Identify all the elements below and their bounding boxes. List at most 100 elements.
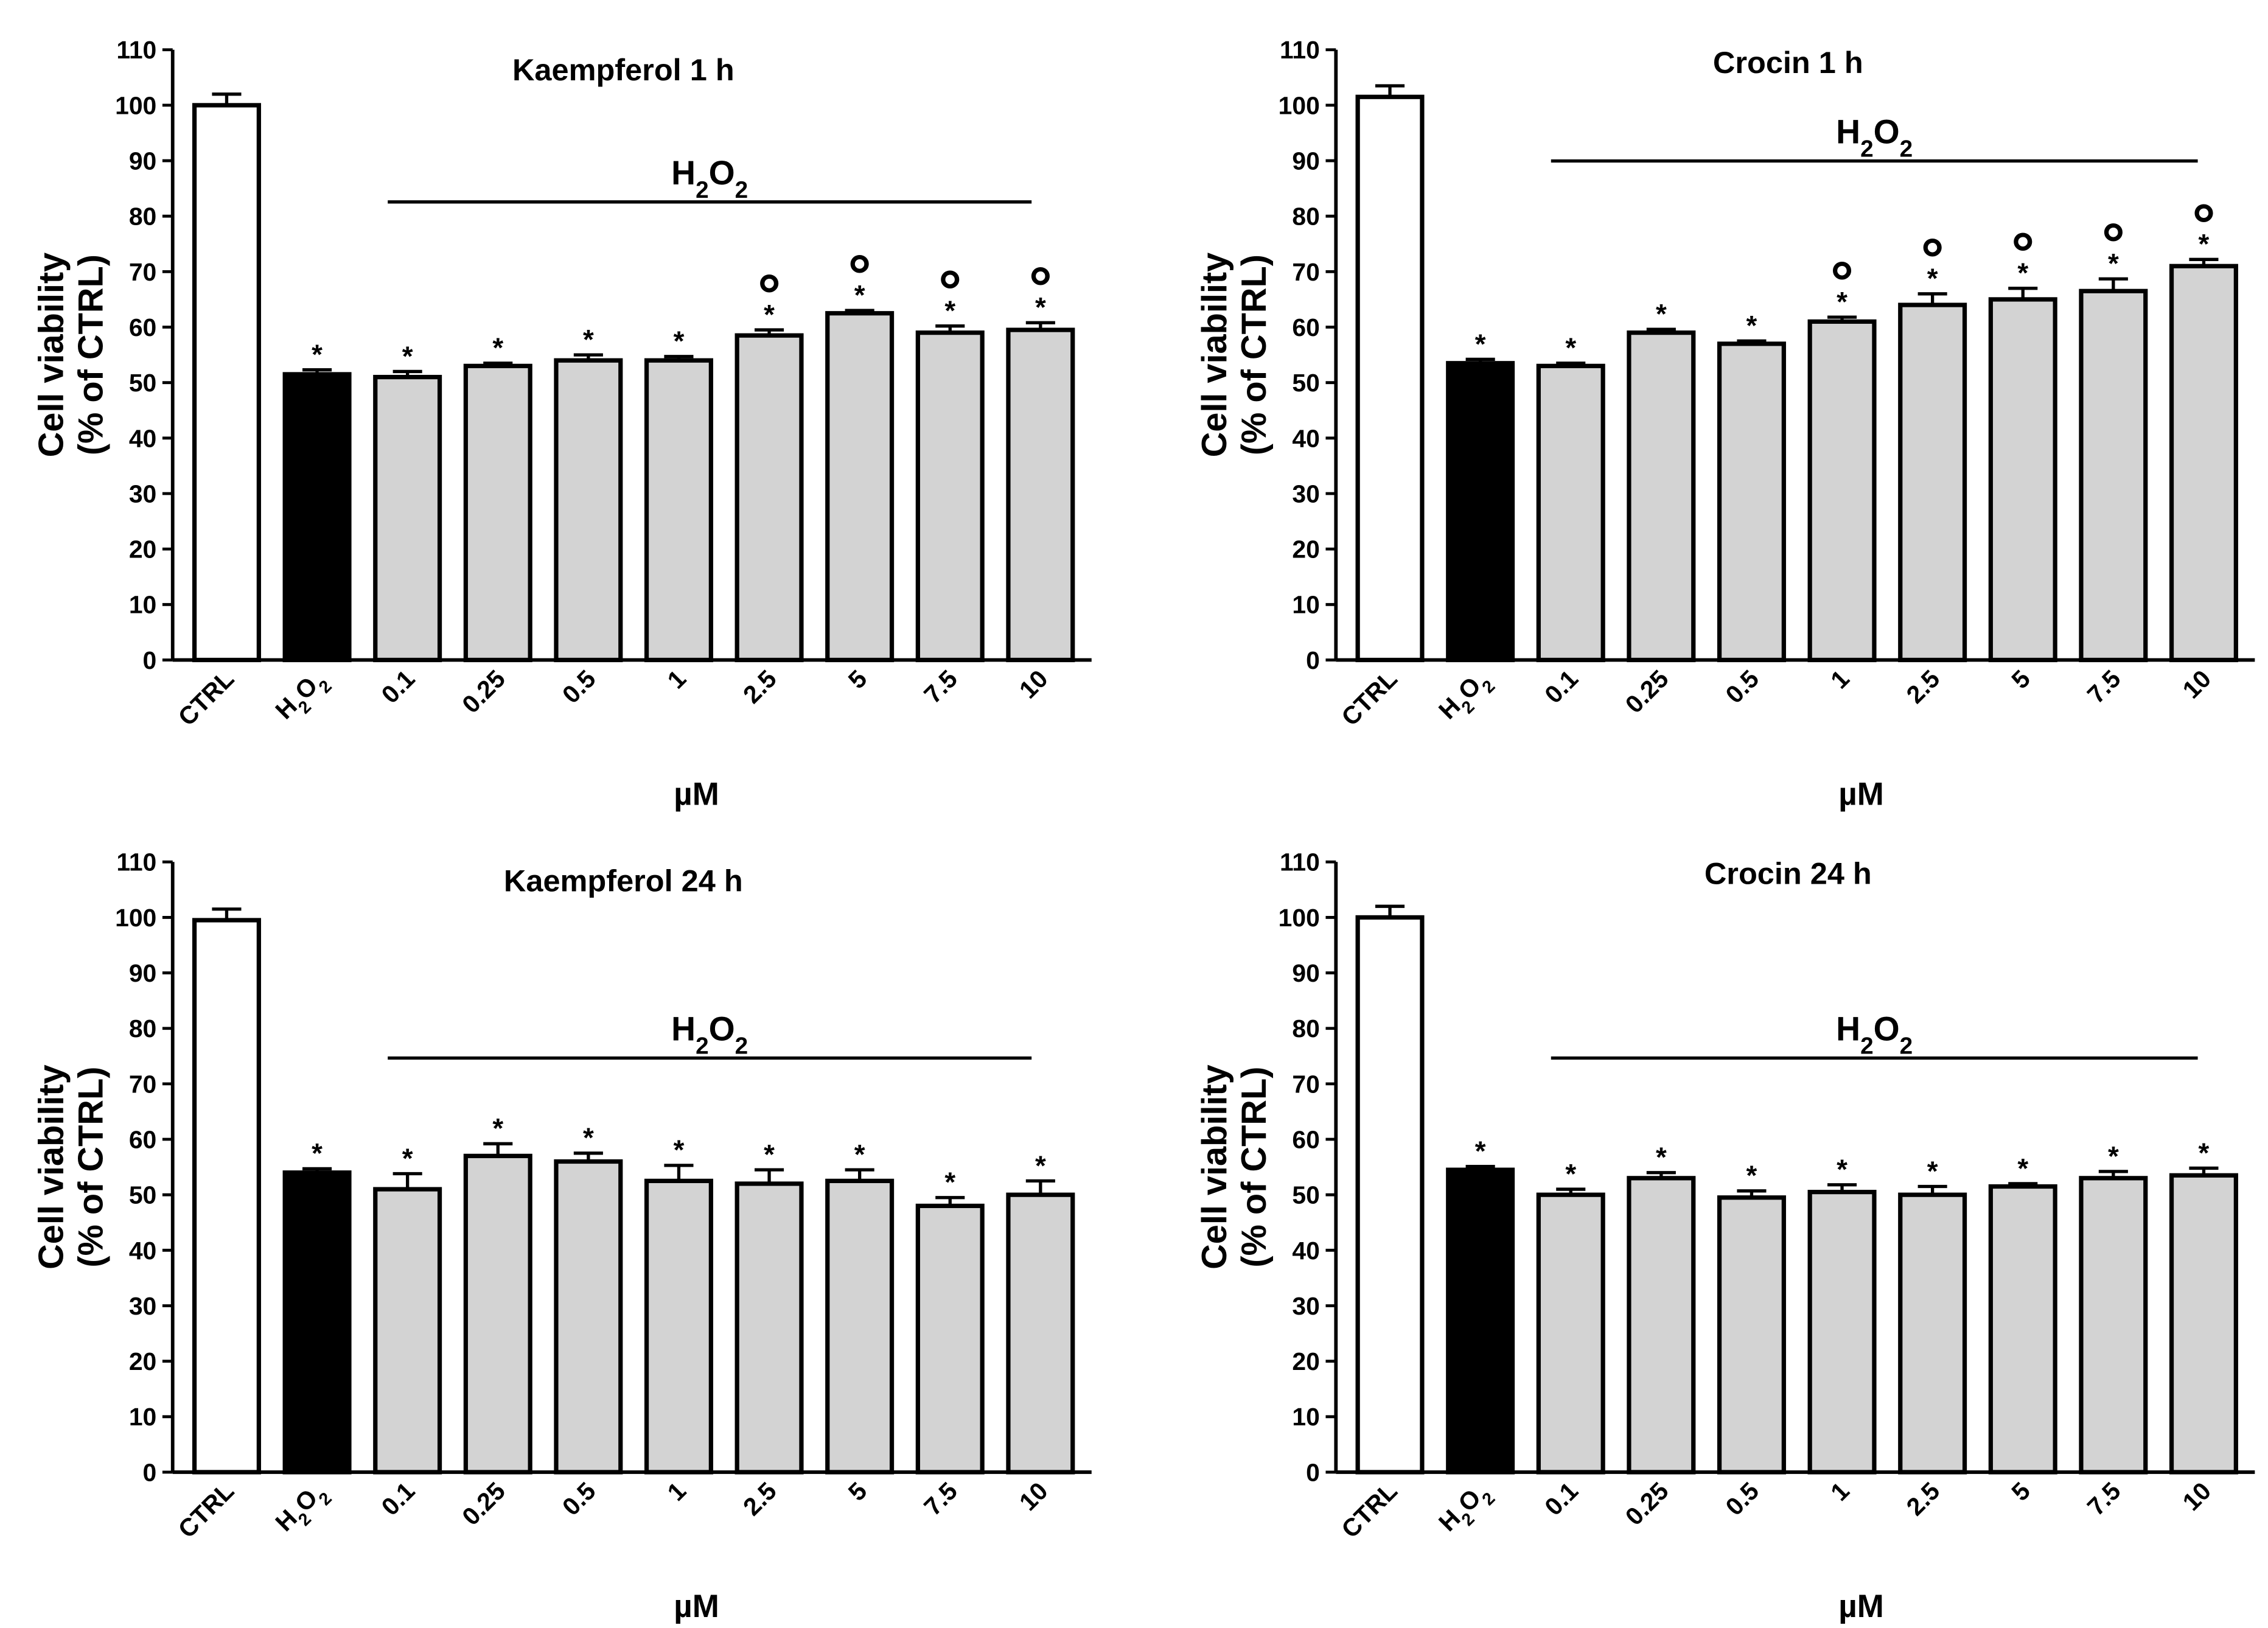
- formula-letter: H: [1433, 692, 1465, 724]
- bar-2.5: [1898, 1192, 1967, 1475]
- bar-H2O2: [282, 1170, 352, 1475]
- significance-circle: °: [1830, 250, 1854, 315]
- y-axis-label-line1: Cell viability: [32, 1064, 71, 1270]
- formula-letter: O: [709, 154, 735, 192]
- y-tick-label: 70: [1292, 258, 1319, 286]
- significance-star: *: [944, 295, 955, 326]
- significance-star: *: [2199, 1137, 2210, 1169]
- significance-star: *: [944, 1167, 955, 1198]
- bar-5: [1988, 1184, 2057, 1475]
- bar-7.5: [2079, 1176, 2148, 1475]
- y-tick-label: 90: [1292, 147, 1319, 175]
- y-tick-label: 100: [115, 91, 156, 119]
- y-tick-label: 50: [129, 1181, 156, 1209]
- category-label: 0.25: [1620, 1476, 1674, 1531]
- significance-star: *: [1927, 263, 1938, 294]
- formula-letter: H: [1836, 113, 1860, 151]
- category-label: 1: [1825, 1476, 1855, 1506]
- category-label: 7.5: [2082, 665, 2126, 709]
- x-axis-label: µM: [674, 776, 719, 812]
- y-tick-label: 90: [129, 147, 156, 175]
- significance-circle: °: [1921, 227, 1944, 292]
- y-tick-label: 0: [143, 646, 157, 674]
- category-label: 0.5: [557, 1476, 601, 1521]
- significance-star: *: [492, 332, 503, 363]
- formula-letter: H: [270, 1504, 302, 1536]
- bar-CTRL: [192, 103, 261, 663]
- significance-circle: °: [2102, 212, 2125, 277]
- category-label: 10: [1014, 665, 1053, 704]
- bar-0.5: [554, 358, 623, 663]
- significance-star: *: [1565, 332, 1576, 363]
- significance-star: *: [854, 1139, 865, 1170]
- significance-star: *: [1035, 1150, 1046, 1181]
- y-tick-label: 30: [1292, 480, 1319, 508]
- formula-letter: H: [1836, 1010, 1860, 1048]
- significance-star: *: [674, 326, 685, 357]
- y-axis-label-line2: (% of CTRL): [1235, 254, 1274, 455]
- category-label-h2o2: H2O2: [270, 1476, 335, 1542]
- significance-star: *: [1565, 1158, 1576, 1189]
- bar-1: [644, 358, 713, 663]
- significance-star: *: [764, 299, 775, 330]
- formula-letter: H: [1433, 1504, 1465, 1536]
- y-tick-label: 80: [129, 203, 156, 231]
- significance-star: *: [674, 1134, 685, 1165]
- subscript-2: 2: [1860, 1033, 1874, 1059]
- significance-circle: °: [848, 243, 871, 309]
- significance-star: *: [583, 324, 594, 355]
- subscript-2: 2: [735, 1033, 748, 1059]
- y-tick-label: 60: [1292, 313, 1319, 341]
- bar-0.25: [463, 1153, 532, 1475]
- y-tick-label: 10: [129, 591, 156, 619]
- formula-letter: O: [1453, 671, 1486, 705]
- significance-star: *: [1746, 1160, 1757, 1191]
- y-tick-label: 90: [129, 959, 156, 987]
- formula-letter: O: [290, 671, 323, 705]
- bar-H2O2: [1446, 361, 1515, 663]
- category-label: 0.25: [1620, 665, 1674, 719]
- y-tick-label: 60: [1292, 1125, 1319, 1153]
- y-tick-label: 100: [115, 904, 156, 932]
- y-tick-label: 80: [129, 1015, 156, 1043]
- category-label: CTRL: [173, 665, 240, 732]
- bar-0.1: [1536, 1192, 1605, 1475]
- category-label: 5: [2006, 665, 2036, 694]
- formula-letter: O: [709, 1010, 735, 1048]
- significance-star: *: [583, 1122, 594, 1153]
- bar-0.1: [373, 1187, 442, 1475]
- significance-star: *: [2108, 1141, 2119, 1172]
- y-tick-label: 110: [116, 36, 156, 64]
- chart-title: Crocin 1 h: [1713, 45, 1863, 80]
- subscript-2: 2: [1900, 1033, 1913, 1059]
- bar-2.5: [1898, 302, 1967, 663]
- significance-star: *: [1746, 310, 1757, 341]
- y-tick-label: 90: [1292, 959, 1319, 987]
- y-axis-label-line1: Cell viability: [1195, 1064, 1234, 1270]
- bar-CTRL: [1355, 94, 1425, 663]
- formula-letter: H: [671, 154, 696, 192]
- significance-star: *: [492, 1113, 503, 1144]
- treatment-bracket-label: H2O2: [1836, 113, 1913, 162]
- category-label: 0.25: [456, 1476, 511, 1531]
- category-label: 10: [2177, 665, 2217, 704]
- bar-0.25: [1627, 1176, 1696, 1475]
- y-tick-label: 30: [129, 480, 156, 508]
- significance-circle: °: [2192, 192, 2215, 257]
- subscript-2: 2: [1860, 136, 1874, 162]
- formula-letter: O: [1874, 1010, 1900, 1048]
- treatment-bracket-label: H2O2: [671, 154, 748, 203]
- y-tick-label: 100: [1279, 904, 1320, 932]
- category-label: 5: [843, 1476, 873, 1506]
- bar-7.5: [915, 1203, 985, 1475]
- significance-star: *: [2108, 248, 2119, 279]
- y-axis-label-line1: Cell viability: [1195, 253, 1234, 458]
- significance-star: *: [2017, 1153, 2028, 1184]
- treatment-bracket-label: H2O2: [671, 1010, 748, 1059]
- y-tick-label: 10: [1292, 591, 1319, 619]
- y-tick-label: 40: [129, 1237, 156, 1265]
